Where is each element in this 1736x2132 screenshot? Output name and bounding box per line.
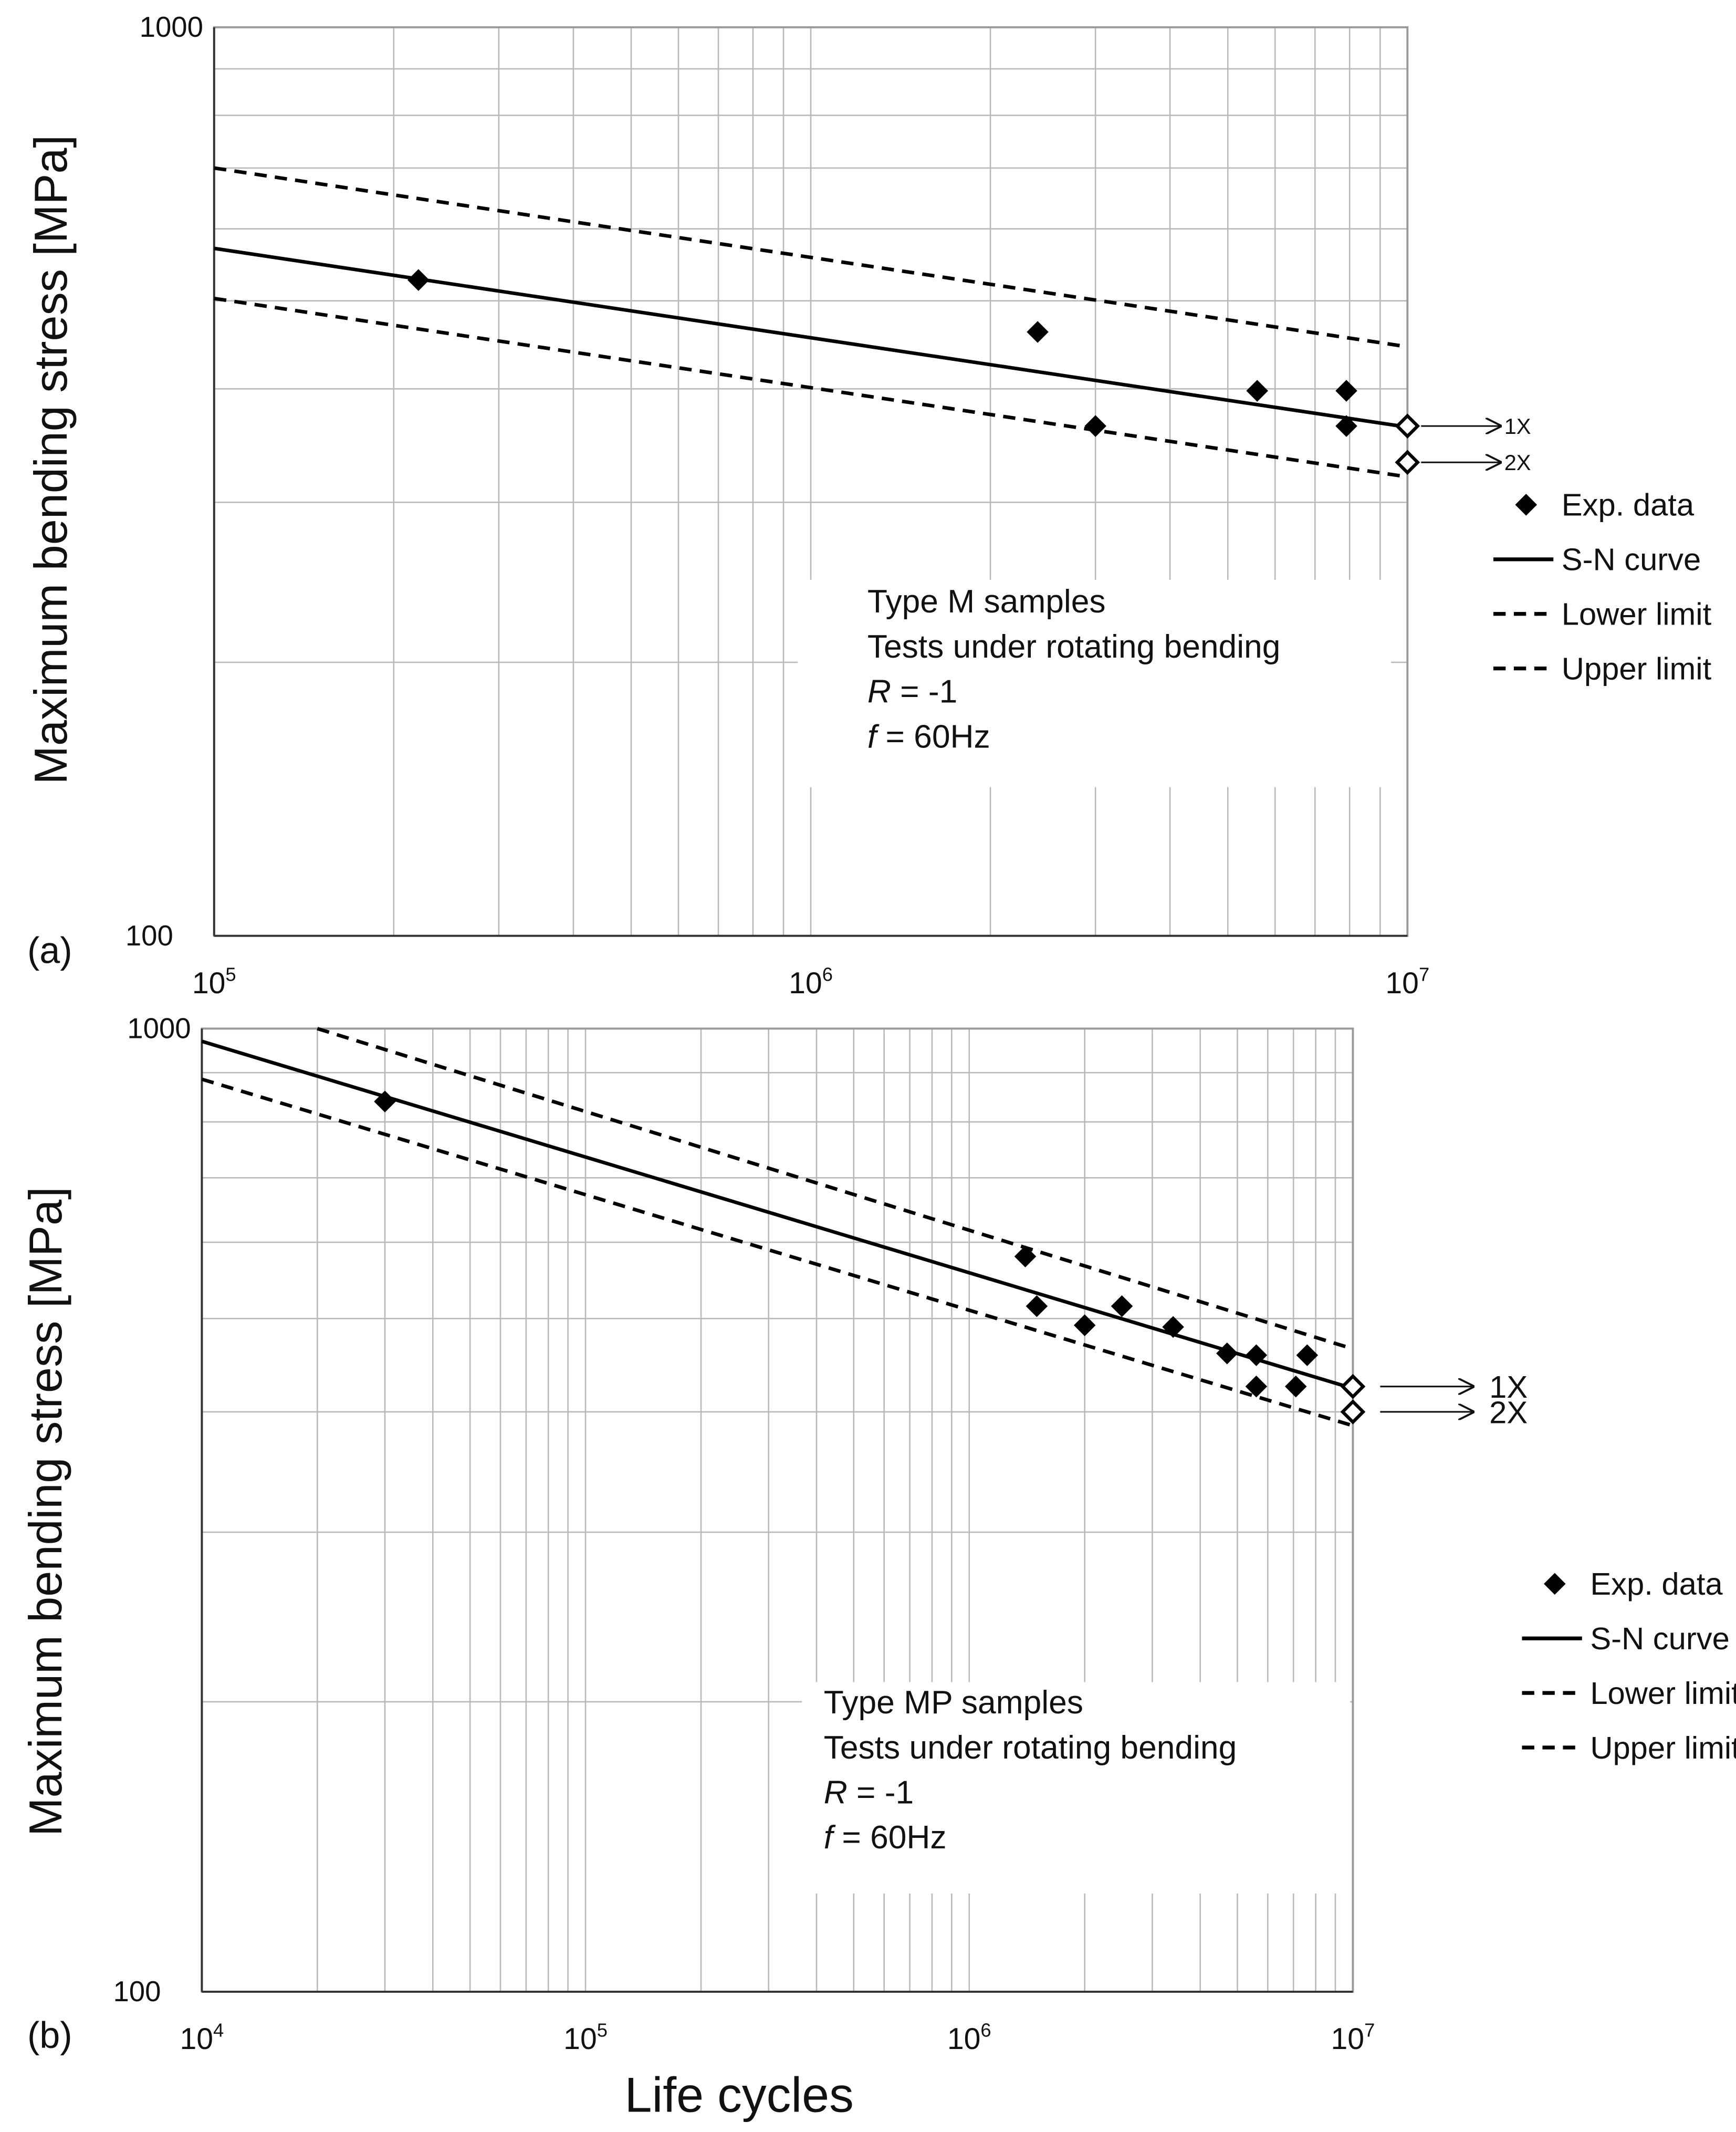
legend-entry: Exp. data [1590, 1566, 1723, 1601]
x-tick-label: 107 [1331, 2020, 1375, 2056]
annotation-stress-ratio: R = -1 [824, 1774, 914, 1811]
legend-entry: Lower limit [1562, 597, 1712, 632]
runout-label: 2X [1489, 1395, 1528, 1430]
data-point [1296, 1344, 1319, 1366]
data-point [1026, 1295, 1048, 1317]
y-tick-label: 1000 [127, 1012, 191, 1044]
panel-label: (b) [27, 2014, 72, 2055]
data-point [1216, 1342, 1238, 1365]
runout-point [1340, 1399, 1366, 1424]
chart-panel-1: 1X 2X 100 1000 105 106 107 Maximum bending stre… [25, 11, 1711, 1000]
legend-entry: Upper limit [1590, 1730, 1736, 1765]
annotation-test-mode: Tests under rotating bending [824, 1730, 1237, 1766]
legend-marker-diamond [1515, 494, 1538, 516]
data-point [1111, 1295, 1133, 1317]
x-tick-label: 106 [789, 963, 833, 1000]
annotation-test-mode: Tests under rotating bending [867, 629, 1281, 665]
lower-limit-line [201, 1077, 1354, 1428]
y-tick-label: 100 [113, 1975, 161, 2008]
legend-entry: S-N curve [1562, 542, 1701, 577]
annotation-title: Type M samples [867, 584, 1106, 620]
runout-label: 2X [1504, 450, 1531, 475]
data-point [1284, 1375, 1307, 1398]
annotation-frequency: f = 60Hz [824, 1819, 947, 1856]
data-point [1335, 415, 1357, 437]
x-tick-label: 104 [180, 2020, 224, 2056]
annotation-title: Type MP samples [824, 1684, 1083, 1721]
annotation-background [802, 1682, 1351, 1894]
upper-limit-line [214, 166, 1408, 349]
legend-entry: Upper limit [1562, 651, 1712, 686]
data-point [407, 269, 430, 291]
data-point [1246, 380, 1268, 402]
x-tick-label: 105 [192, 963, 236, 1000]
annotation-frequency: f = 60Hz [867, 719, 990, 755]
lower-limit-line [214, 296, 1408, 479]
legend: Exp. data S-N curve Lower limit Upper limit [1493, 487, 1712, 686]
runout-label: 1X [1489, 1369, 1528, 1405]
runout-point [1395, 413, 1420, 439]
data-point [1335, 380, 1357, 402]
data-point [1084, 415, 1106, 437]
runout-point [1395, 450, 1420, 475]
x-axis-label: Life cycles [624, 2067, 853, 2122]
annotation-stress-ratio: R = -1 [867, 674, 957, 710]
x-tick-label: 106 [947, 2020, 991, 2056]
panel-label: (a) [27, 930, 72, 971]
legend-marker-diamond [1544, 1573, 1566, 1595]
data-point [1073, 1314, 1096, 1336]
grid [202, 1028, 1353, 1992]
data-point [1027, 321, 1049, 343]
y-axis-label: Maximum bending stress [MPa] [25, 135, 77, 785]
upper-limit-line [317, 1027, 1354, 1351]
legend-entry: Exp. data [1562, 487, 1695, 523]
legend-entry: Lower limit [1590, 1676, 1736, 1711]
data-point [374, 1090, 396, 1112]
legend-entry: S-N curve [1590, 1621, 1729, 1656]
x-tick-label: 107 [1385, 963, 1429, 1000]
data-point [1162, 1316, 1184, 1338]
runout-point [1340, 1374, 1366, 1399]
y-axis-label: Maximum bending stress [MPa] [19, 1187, 71, 1836]
x-tick-label: 105 [563, 2020, 608, 2056]
data-point [1245, 1344, 1268, 1366]
data-point [1014, 1245, 1037, 1267]
grid [214, 27, 1408, 936]
legend: Exp. data S-N curve Lower limit Upper limit [1522, 1566, 1736, 1765]
annotation-background [798, 579, 1392, 787]
sn-curve-line [201, 1039, 1354, 1390]
runout-label: 1X [1504, 414, 1531, 439]
y-tick-label: 1000 [140, 11, 203, 43]
data-point [1245, 1375, 1268, 1398]
y-tick-label: 100 [126, 920, 173, 952]
